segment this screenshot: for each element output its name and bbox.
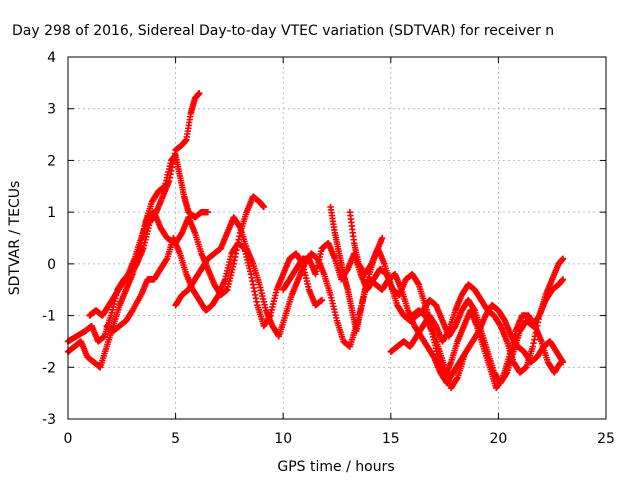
data-point-marker [318,296,326,304]
x-tick-label: 10 [274,431,292,447]
data-series [64,90,567,392]
series-track-d [103,234,326,335]
x-tick-label: 15 [382,431,400,447]
plot-frame [67,56,607,420]
chart-title: Day 298 of 2016, Sidereal Day-to-day VTE… [12,23,554,39]
data-point-marker [557,358,565,366]
x-tick-label: 20 [489,431,507,447]
y-axis-title: SDTVAR / TECUs [7,181,23,296]
data-point-marker [559,276,567,283]
y-tick-label: 0 [47,257,56,273]
y-tick-label: -2 [42,360,56,376]
data-point-marker [559,255,567,262]
axis-ticks [67,56,607,420]
series-track-j [409,307,565,392]
x-tick-labels: 0 5 10 15 20 25 [64,431,615,447]
series-track-b [64,152,212,371]
y-tick-labels: -3 -2 -1 0 1 2 3 4 [42,50,56,428]
x-axis-title: GPS time / hours [277,459,394,475]
y-tick-label: 2 [47,153,56,169]
y-tick-label: 1 [47,205,56,221]
y-tick-label: -3 [42,412,56,428]
x-tick-label: 5 [171,431,180,447]
data-point-marker [204,208,212,216]
y-tick-label: 4 [47,50,56,66]
y-tick-label: -1 [42,309,56,325]
x-tick-label: 25 [597,431,615,447]
data-point-marker [378,234,386,242]
data-point-marker [196,90,203,97]
x-tick-label: 0 [64,431,73,447]
y-tick-label: 3 [47,102,56,118]
data-point-marker [260,203,268,211]
